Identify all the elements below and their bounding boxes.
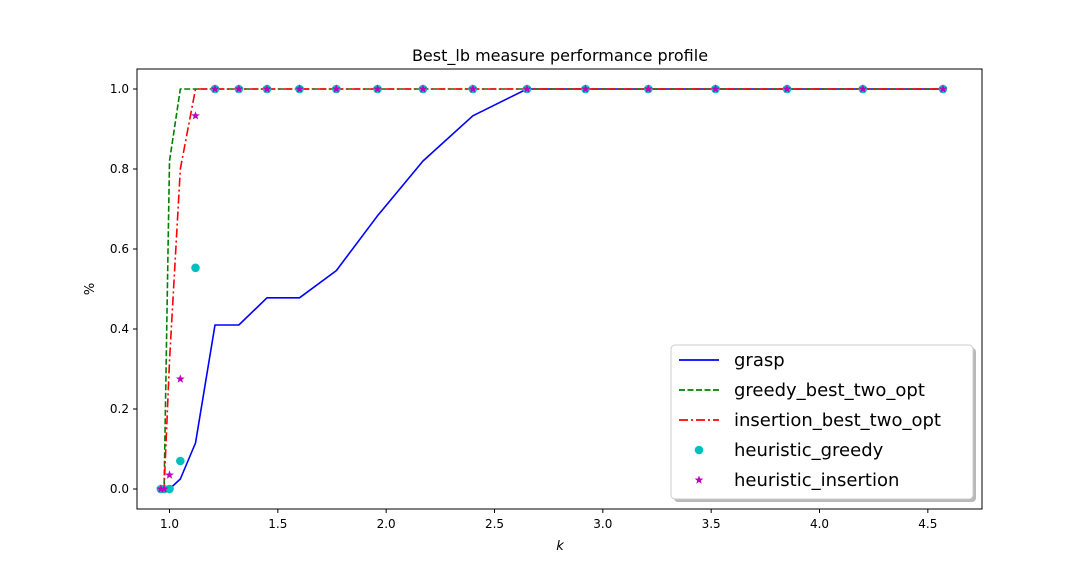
- legend-label-greedy-best-two-opt: greedy_best_two_opt: [734, 380, 925, 401]
- legend-box: [670, 344, 974, 500]
- y-tick-label: 0.0: [110, 482, 129, 496]
- data-point-heuristic-greedy: [176, 456, 185, 466]
- data-point-heuristic-greedy: [191, 263, 200, 273]
- legend: grasp greedy_best_two_opt insertion_best_t…: [670, 344, 976, 502]
- x-axis-title: k: [556, 539, 564, 554]
- data-point-heuristic-insertion: [175, 374, 185, 383]
- data-point-heuristic-insertion: [782, 84, 792, 93]
- x-tick-label: 2.0: [377, 517, 396, 531]
- data-point-heuristic-insertion: [159, 484, 169, 493]
- data-point-heuristic-insertion: [581, 84, 590, 93]
- data-point-heuristic-insertion: [373, 84, 382, 93]
- x-tick-label: 1.0: [160, 517, 179, 531]
- legend-label-insertion-best-two-opt: insertion_best_two_opt: [734, 410, 941, 431]
- legend-label-grasp: grasp: [734, 350, 785, 371]
- data-point-heuristic-insertion: [418, 84, 428, 93]
- y-tick-label: 0.6: [110, 242, 129, 256]
- series-group: [156, 84, 948, 494]
- legend-label-heuristic-insertion: heuristic_insertion: [734, 470, 899, 491]
- x-tick-label: 1.5: [268, 517, 287, 531]
- plot-area: [156, 84, 948, 494]
- data-point-heuristic-insertion: [468, 84, 478, 93]
- data-point-heuristic-insertion: [234, 84, 244, 93]
- data-point-heuristic-insertion: [295, 84, 304, 93]
- y-axis-title: %: [83, 283, 98, 295]
- chart-title: Best_lb measure performance profile: [412, 46, 708, 66]
- y-tick-label: 0.4: [110, 322, 129, 336]
- data-point-heuristic-insertion: [210, 84, 220, 93]
- x-tick-label: 4.5: [918, 517, 937, 531]
- x-tick-label: 3.5: [702, 517, 721, 531]
- legend-handle-heuristic-greedy: [694, 445, 704, 455]
- y-tick-label: 0.8: [110, 162, 129, 176]
- x-tick-label: 3.0: [593, 517, 612, 531]
- data-point-heuristic-insertion: [165, 470, 174, 479]
- data-point-heuristic-insertion: [156, 484, 166, 493]
- legend-label-heuristic-greedy: heuristic_greedy: [734, 440, 884, 461]
- data-point-heuristic-insertion: [938, 84, 948, 93]
- axes: 1.0 1.5 2.0 2.5 3.0 3.5 4.0 4.5 0.0 0.2 0.4 0.6 0.8 1…: [110, 68, 983, 531]
- axes-frame: [136, 68, 983, 510]
- data-point-heuristic-greedy: [165, 484, 174, 494]
- data-point-heuristic-insertion: [191, 111, 200, 120]
- data-point-heuristic-insertion: [522, 84, 532, 93]
- series-line-insertion-best-two-opt: [160, 88, 943, 490]
- data-point-heuristic-insertion: [711, 84, 720, 93]
- data-point-heuristic-insertion: [858, 84, 868, 93]
- data-point-heuristic-insertion: [643, 84, 653, 93]
- x-tick-label: 2.5: [485, 517, 504, 531]
- legend-handle-heuristic-insertion: [694, 475, 704, 484]
- x-tick-label: 4.0: [810, 517, 829, 531]
- data-point-heuristic-insertion: [262, 84, 272, 93]
- data-point-heuristic-insertion: [331, 84, 341, 93]
- y-tick-label: 1.0: [110, 82, 129, 96]
- y-tick-label: 0.2: [110, 402, 129, 416]
